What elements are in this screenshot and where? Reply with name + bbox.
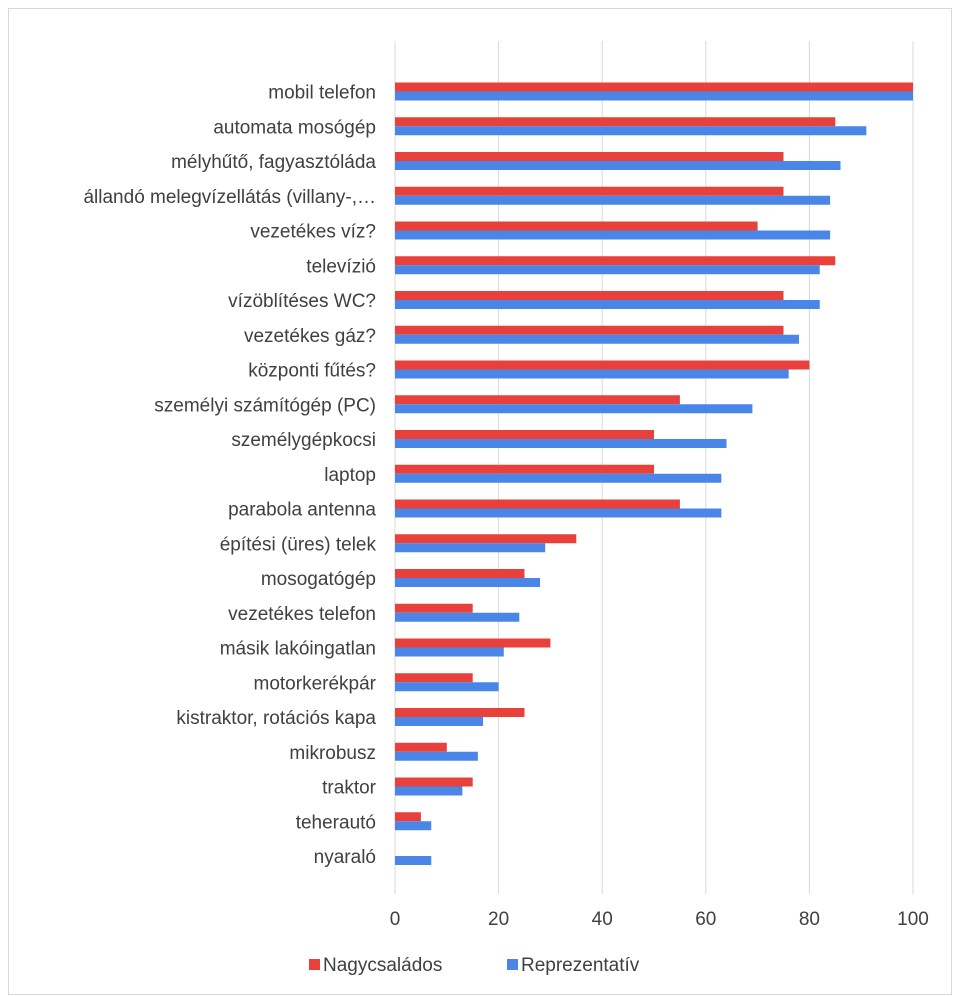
bar-nagycsalados — [395, 569, 525, 578]
category-labels: mobil telefon automata mosógép mélyhűtő, f… — [83, 83, 376, 869]
legend: Nagycsaládos Reprezentatív — [309, 955, 640, 976]
x-tick-label: 80 — [799, 909, 820, 930]
bar-nagycsalados — [395, 603, 473, 613]
legend-label: Reprezentatív — [521, 955, 640, 976]
legend-swatch — [507, 959, 518, 970]
bar-reprezentativ — [395, 369, 789, 379]
bar-reprezentativ — [395, 300, 820, 309]
bar-reprezentativ — [395, 612, 520, 622]
category-label: másik lakóingatlan — [220, 639, 376, 660]
category-label: mélyhűtő, fagyasztóláda — [171, 152, 376, 173]
bar-nagycsalados — [395, 152, 784, 161]
bar-reprezentativ — [395, 473, 722, 483]
bar-nagycsalados — [395, 499, 680, 509]
bar-nagycsalados — [395, 291, 784, 300]
bar-reprezentativ — [395, 334, 800, 344]
category-label: kistraktor, rotációs kapa — [176, 708, 376, 729]
category-label: személyi számítógép (PC) — [154, 395, 376, 416]
bar-nagycsalados — [395, 638, 551, 648]
bar-nagycsalados — [395, 256, 836, 266]
x-tick-label: 20 — [488, 909, 509, 930]
bar-reprezentativ — [395, 543, 546, 553]
bar-reprezentativ — [395, 717, 484, 726]
bar-nagycsalados — [395, 221, 758, 231]
x-tick-labels: 0 20 40 60 80 100 — [390, 909, 929, 930]
bar-reprezentativ — [395, 265, 820, 275]
category-label: személygépkocsi — [231, 430, 376, 451]
bar-reprezentativ — [395, 821, 432, 831]
bar-nagycsalados — [395, 777, 473, 787]
bar-reprezentativ — [395, 195, 831, 205]
bar-nagycsalados — [395, 430, 654, 439]
horizontal-bar-chart: mobil telefon automata mosógép mélyhűtő, f… — [83, 41, 929, 976]
category-label: mikrobusz — [289, 743, 376, 764]
bar-reprezentativ — [395, 647, 504, 657]
category-label: vezetékes víz? — [250, 222, 376, 243]
bar-nagycsalados — [395, 360, 810, 370]
category-label: traktor — [322, 778, 377, 799]
bar-nagycsalados — [395, 708, 525, 717]
category-label: mosogatógép — [261, 569, 376, 590]
bar-nagycsalados — [395, 186, 784, 196]
bar-nagycsalados — [395, 534, 577, 544]
bars — [395, 82, 913, 865]
x-tick-label: 100 — [897, 909, 929, 930]
category-label: laptop — [324, 465, 376, 486]
bar-reprezentativ — [395, 786, 463, 796]
bar-reprezentativ — [395, 578, 541, 587]
bar-nagycsalados — [395, 82, 913, 92]
category-label: motorkerékpár — [254, 673, 377, 694]
category-label: központi fűtés? — [248, 361, 376, 382]
bar-reprezentativ — [395, 91, 913, 101]
x-tick-label: 60 — [695, 909, 716, 930]
bar-nagycsalados — [395, 464, 654, 474]
bar-nagycsalados — [395, 742, 447, 752]
bar-nagycsalados — [395, 117, 836, 127]
category-label: vezetékes telefon — [228, 604, 376, 625]
legend-label: Nagycsaládos — [323, 955, 442, 976]
category-label: mobil telefon — [268, 83, 376, 104]
bar-reprezentativ — [395, 751, 478, 761]
x-tick-label: 40 — [592, 909, 613, 930]
category-label: vízöblítéses WC? — [228, 291, 376, 312]
bar-nagycsalados — [395, 673, 473, 683]
category-label: építési (üres) telek — [220, 534, 377, 555]
bar-reprezentativ — [395, 404, 753, 414]
category-label: vezetékes gáz? — [244, 326, 376, 347]
category-label: automata mosógép — [213, 117, 376, 138]
bar-reprezentativ — [395, 439, 727, 448]
x-tick-label: 0 — [390, 909, 401, 930]
category-label: parabola antenna — [228, 500, 376, 521]
bar-reprezentativ — [395, 230, 831, 240]
bar-nagycsalados — [395, 325, 784, 335]
category-label: teherautó — [296, 812, 376, 833]
category-label: nyaraló — [314, 847, 376, 868]
category-label: állandó melegvízellátás (villany-,… — [83, 187, 376, 208]
bar-nagycsalados — [395, 812, 421, 822]
bar-reprezentativ — [395, 856, 432, 865]
bar-reprezentativ — [395, 161, 841, 170]
bar-reprezentativ — [395, 126, 867, 136]
bar-nagycsalados — [395, 395, 680, 405]
bar-reprezentativ — [395, 508, 722, 518]
chart-frame: mobil telefon automata mosógép mélyhűtő, f… — [8, 8, 952, 995]
category-label: televízió — [306, 256, 376, 277]
legend-swatch — [309, 959, 320, 970]
bar-reprezentativ — [395, 682, 499, 692]
